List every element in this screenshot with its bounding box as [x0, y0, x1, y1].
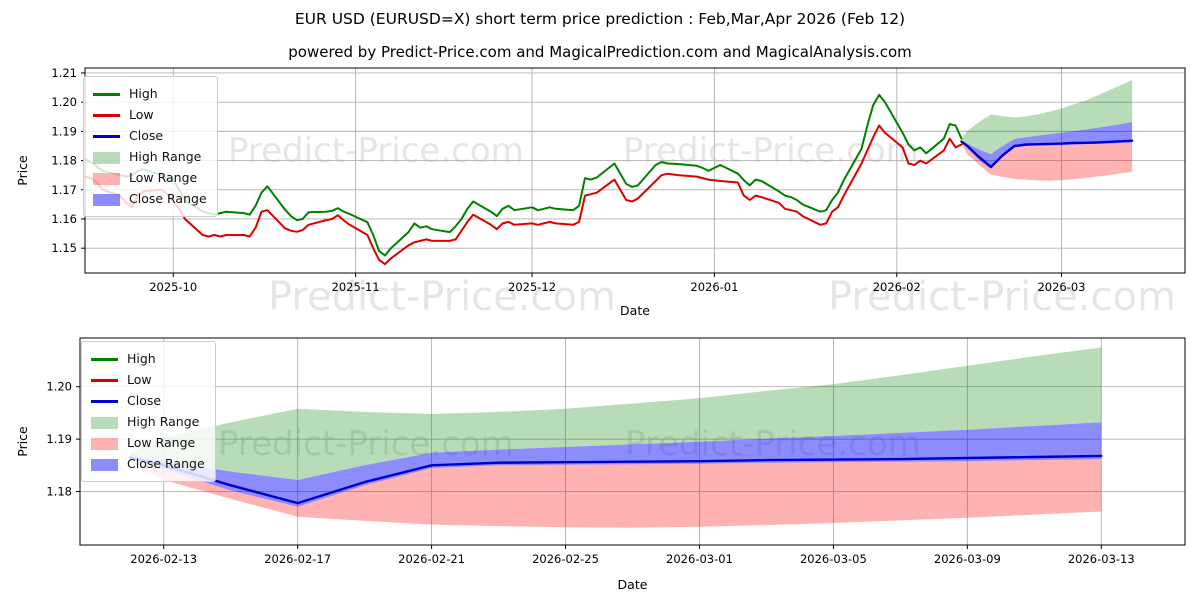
legend-patch-swatch-icon	[93, 151, 120, 164]
y-tick-label: 1.20	[46, 380, 72, 394]
legend-entry: Close Range	[91, 454, 205, 475]
legend-entry: Low	[91, 370, 205, 391]
y-tick-label: 1.21	[51, 66, 77, 80]
x-axis-label: Date	[618, 577, 648, 592]
legend-label: Low Range	[129, 170, 198, 186]
legend-label: Close Range	[127, 456, 205, 472]
legend-entry: High Range	[93, 147, 207, 168]
x-tick-label: 2026-03-09	[934, 552, 1001, 566]
plot-border	[79, 337, 1186, 546]
x-tick-label: 2025-12	[508, 280, 556, 294]
legend-label: High Range	[129, 149, 202, 165]
low-range-band	[961, 142, 1133, 181]
y-tick-label: 1.19	[46, 432, 72, 446]
legend-line-swatch-icon	[91, 379, 118, 382]
watermark-text: Predict-Price.com	[268, 274, 616, 320]
legend-label: Low	[129, 107, 154, 123]
close-line	[960, 139, 1134, 169]
legend-label: Close Range	[129, 191, 207, 207]
y-tick-label: 1.18	[51, 154, 77, 168]
y-tick-label: 1.17	[51, 183, 77, 197]
chart: 2026-02-13 2026-02-17 2026-02-21 2026-02-25…	[15, 337, 1186, 592]
legend-label: Close	[127, 393, 162, 409]
watermark-text: Predict-Price.com	[625, 424, 921, 464]
legend-patch-swatch-icon	[91, 416, 118, 429]
x-tick-label: 2026-03-13	[1068, 552, 1135, 566]
legend-entry: Low Range	[91, 433, 205, 454]
y-axis-label: Price	[15, 155, 30, 186]
legend-line-swatch-icon	[93, 114, 120, 117]
legend-label: Low	[127, 372, 152, 388]
watermark-text: Predict-Price.com	[218, 424, 514, 464]
close-line	[128, 454, 1103, 505]
legend-line-swatch-icon	[91, 400, 118, 403]
legend-patch-swatch-icon	[91, 458, 118, 471]
y-tick-label: 1.19	[51, 124, 77, 138]
y-tick-label: 1.15	[51, 241, 77, 255]
legend-entry: Low Range	[93, 168, 207, 189]
x-tick-label: 2026-03	[1037, 280, 1085, 294]
watermark-text: Predict-Price.com	[228, 131, 524, 171]
close-range-band	[130, 422, 1102, 507]
chart: 2025-10 2025-11 2025-12 2026-01 2026-02 2026-…	[15, 66, 1186, 318]
x-tick-label: 2025-11	[332, 280, 380, 294]
legend-label: High	[129, 86, 158, 102]
close-range-band	[961, 122, 1133, 169]
legend-entry: High	[91, 349, 205, 370]
x-tick-label: 2025-10	[149, 280, 197, 294]
watermark-text: Predict-Price.com	[828, 274, 1176, 320]
legend-entry: Low	[93, 105, 207, 126]
x-tick-label: 2026-02	[873, 280, 921, 294]
page-subtitle: powered by Predict-Price.com and Magical…	[288, 43, 912, 61]
high-line	[84, 93, 963, 257]
x-tick-label: 2026-03-05	[800, 552, 867, 566]
legend-line-swatch-icon	[93, 135, 120, 138]
legend-line-swatch-icon	[91, 358, 118, 361]
legend-entry: High Range	[91, 412, 205, 433]
x-tick-label: 2026-02-25	[532, 552, 599, 566]
x-tick-label: 2026-02-13	[130, 552, 197, 566]
legend-label: Low Range	[127, 435, 196, 451]
legend-line-swatch-icon	[93, 93, 120, 96]
legend: High Low Close High Range Low Range Close Ran…	[83, 76, 218, 217]
x-tick-label: 2026-02-17	[264, 552, 331, 566]
y-tick-label: 1.18	[46, 485, 72, 499]
legend: High Low Close High Range Low Range Close Ran…	[81, 341, 216, 482]
legend-entry: Close	[91, 391, 205, 412]
legend-patch-swatch-icon	[91, 437, 118, 450]
low-range-band	[130, 459, 1102, 528]
x-tick-label: 2026-01	[690, 280, 738, 294]
legend-entry: Close Range	[93, 189, 207, 210]
y-axis-label: Price	[15, 426, 30, 457]
legend-label: High	[127, 351, 156, 367]
high-range-band	[130, 347, 1102, 480]
legend-patch-swatch-icon	[93, 172, 120, 185]
legend-entry: Close	[93, 126, 207, 147]
low-line	[84, 124, 963, 266]
legend-label: High Range	[127, 414, 200, 430]
x-axis-label: Date	[620, 303, 650, 318]
legend-entry: High	[93, 84, 207, 105]
x-tick-label: 2026-03-01	[666, 552, 733, 566]
legend-patch-swatch-icon	[93, 193, 120, 206]
high-range-band	[961, 80, 1133, 155]
legend-label: Close	[129, 128, 164, 144]
y-tick-label: 1.20	[51, 95, 77, 109]
x-tick-label: 2026-02-21	[398, 552, 465, 566]
page-title: EUR USD (EURUSD=X) short term price pred…	[294, 10, 906, 28]
y-tick-label: 1.16	[51, 212, 77, 226]
